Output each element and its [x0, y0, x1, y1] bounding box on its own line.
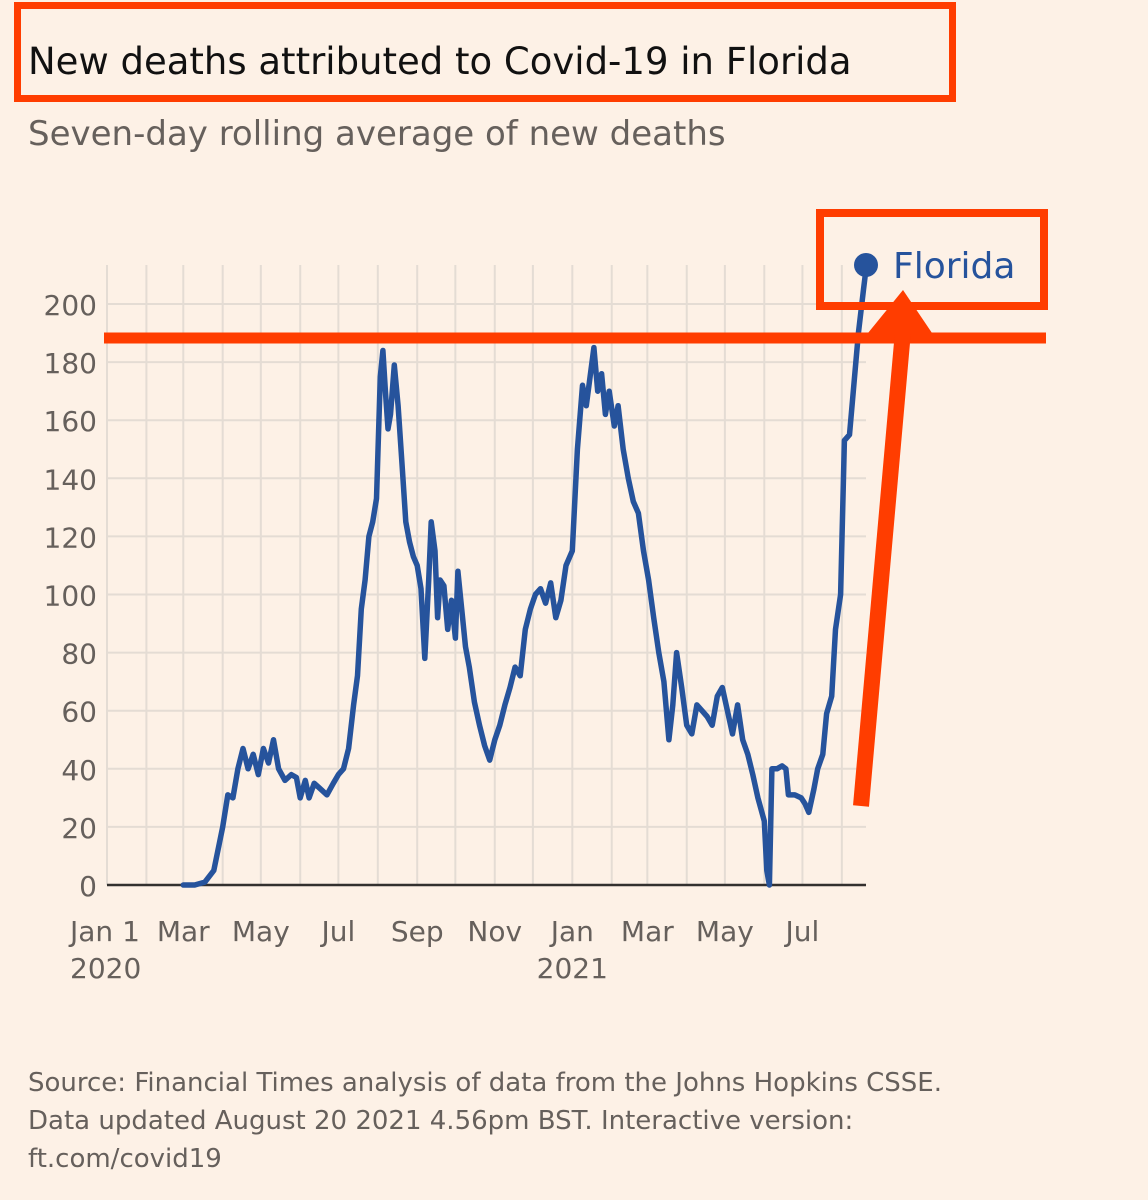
y-tick-label: 120 — [44, 521, 97, 554]
source-line: Data updated August 20 2021 4.56pm BST. … — [28, 1106, 854, 1136]
x-tick-label: May — [232, 915, 290, 948]
y-axis-tick-labels: 0 20 40 60 80 100 120 140 160 180 200 — [44, 289, 97, 903]
y-tick-label: 100 — [44, 580, 97, 613]
legend-label-florida: Florida — [893, 246, 1015, 287]
series-line-florida — [180, 266, 869, 888]
series-end-marker — [854, 253, 878, 277]
line-chart: 0 20 40 60 80 100 120 140 160 180 200 Jan 1 2020 Mar… — [44, 209, 1048, 985]
chart-title: New deaths attributed to Covid-19 in Flo… — [28, 40, 852, 83]
y-tick-label: 20 — [61, 812, 97, 845]
x-tick-label: May — [696, 915, 754, 948]
x-tick-label: Sep — [391, 915, 444, 948]
source-line: Source: Financial Times analysis of data… — [28, 1068, 942, 1098]
annotation-arrow-head — [868, 290, 932, 333]
chart-subtitle: Seven-day rolling average of new deaths — [28, 114, 726, 154]
y-tick-label: 40 — [61, 754, 97, 787]
y-tick-label: 80 — [61, 638, 97, 671]
x-tick-label: Mar — [621, 915, 674, 948]
y-tick-label: 200 — [44, 289, 97, 322]
x-tick-label: Jul — [319, 915, 355, 948]
y-tick-label: 60 — [61, 696, 97, 729]
y-tick-label: 160 — [44, 405, 97, 438]
annotation-overlay — [104, 209, 1048, 807]
x-tick-label: Mar — [157, 915, 210, 948]
x-tick-label: Jan 1 — [68, 915, 140, 948]
annotation-arrow-shaft — [853, 319, 912, 807]
x-tick-label: Nov — [467, 915, 522, 948]
x-tick-year-label: 2020 — [70, 952, 141, 985]
x-tick-label: Jul — [784, 915, 820, 948]
x-tick-label: Jan — [549, 915, 594, 948]
source-link[interactable]: ft.com/covid19 — [28, 1144, 222, 1174]
title-highlight-box — [14, 2, 956, 102]
x-axis-tick-labels: Jan 1 2020 Mar May Jul Sep Nov Jan 2021 Mar May Jul — [68, 915, 819, 985]
y-tick-label: 180 — [44, 347, 97, 380]
legend-highlight-box — [816, 209, 1048, 310]
y-tick-label: 0 — [79, 870, 97, 903]
y-tick-label: 140 — [44, 463, 97, 496]
x-tick-year-label: 2021 — [537, 952, 608, 985]
source-note: Source: Financial Times analysis of data… — [28, 1064, 1128, 1178]
vertical-gridlines — [106, 265, 843, 885]
